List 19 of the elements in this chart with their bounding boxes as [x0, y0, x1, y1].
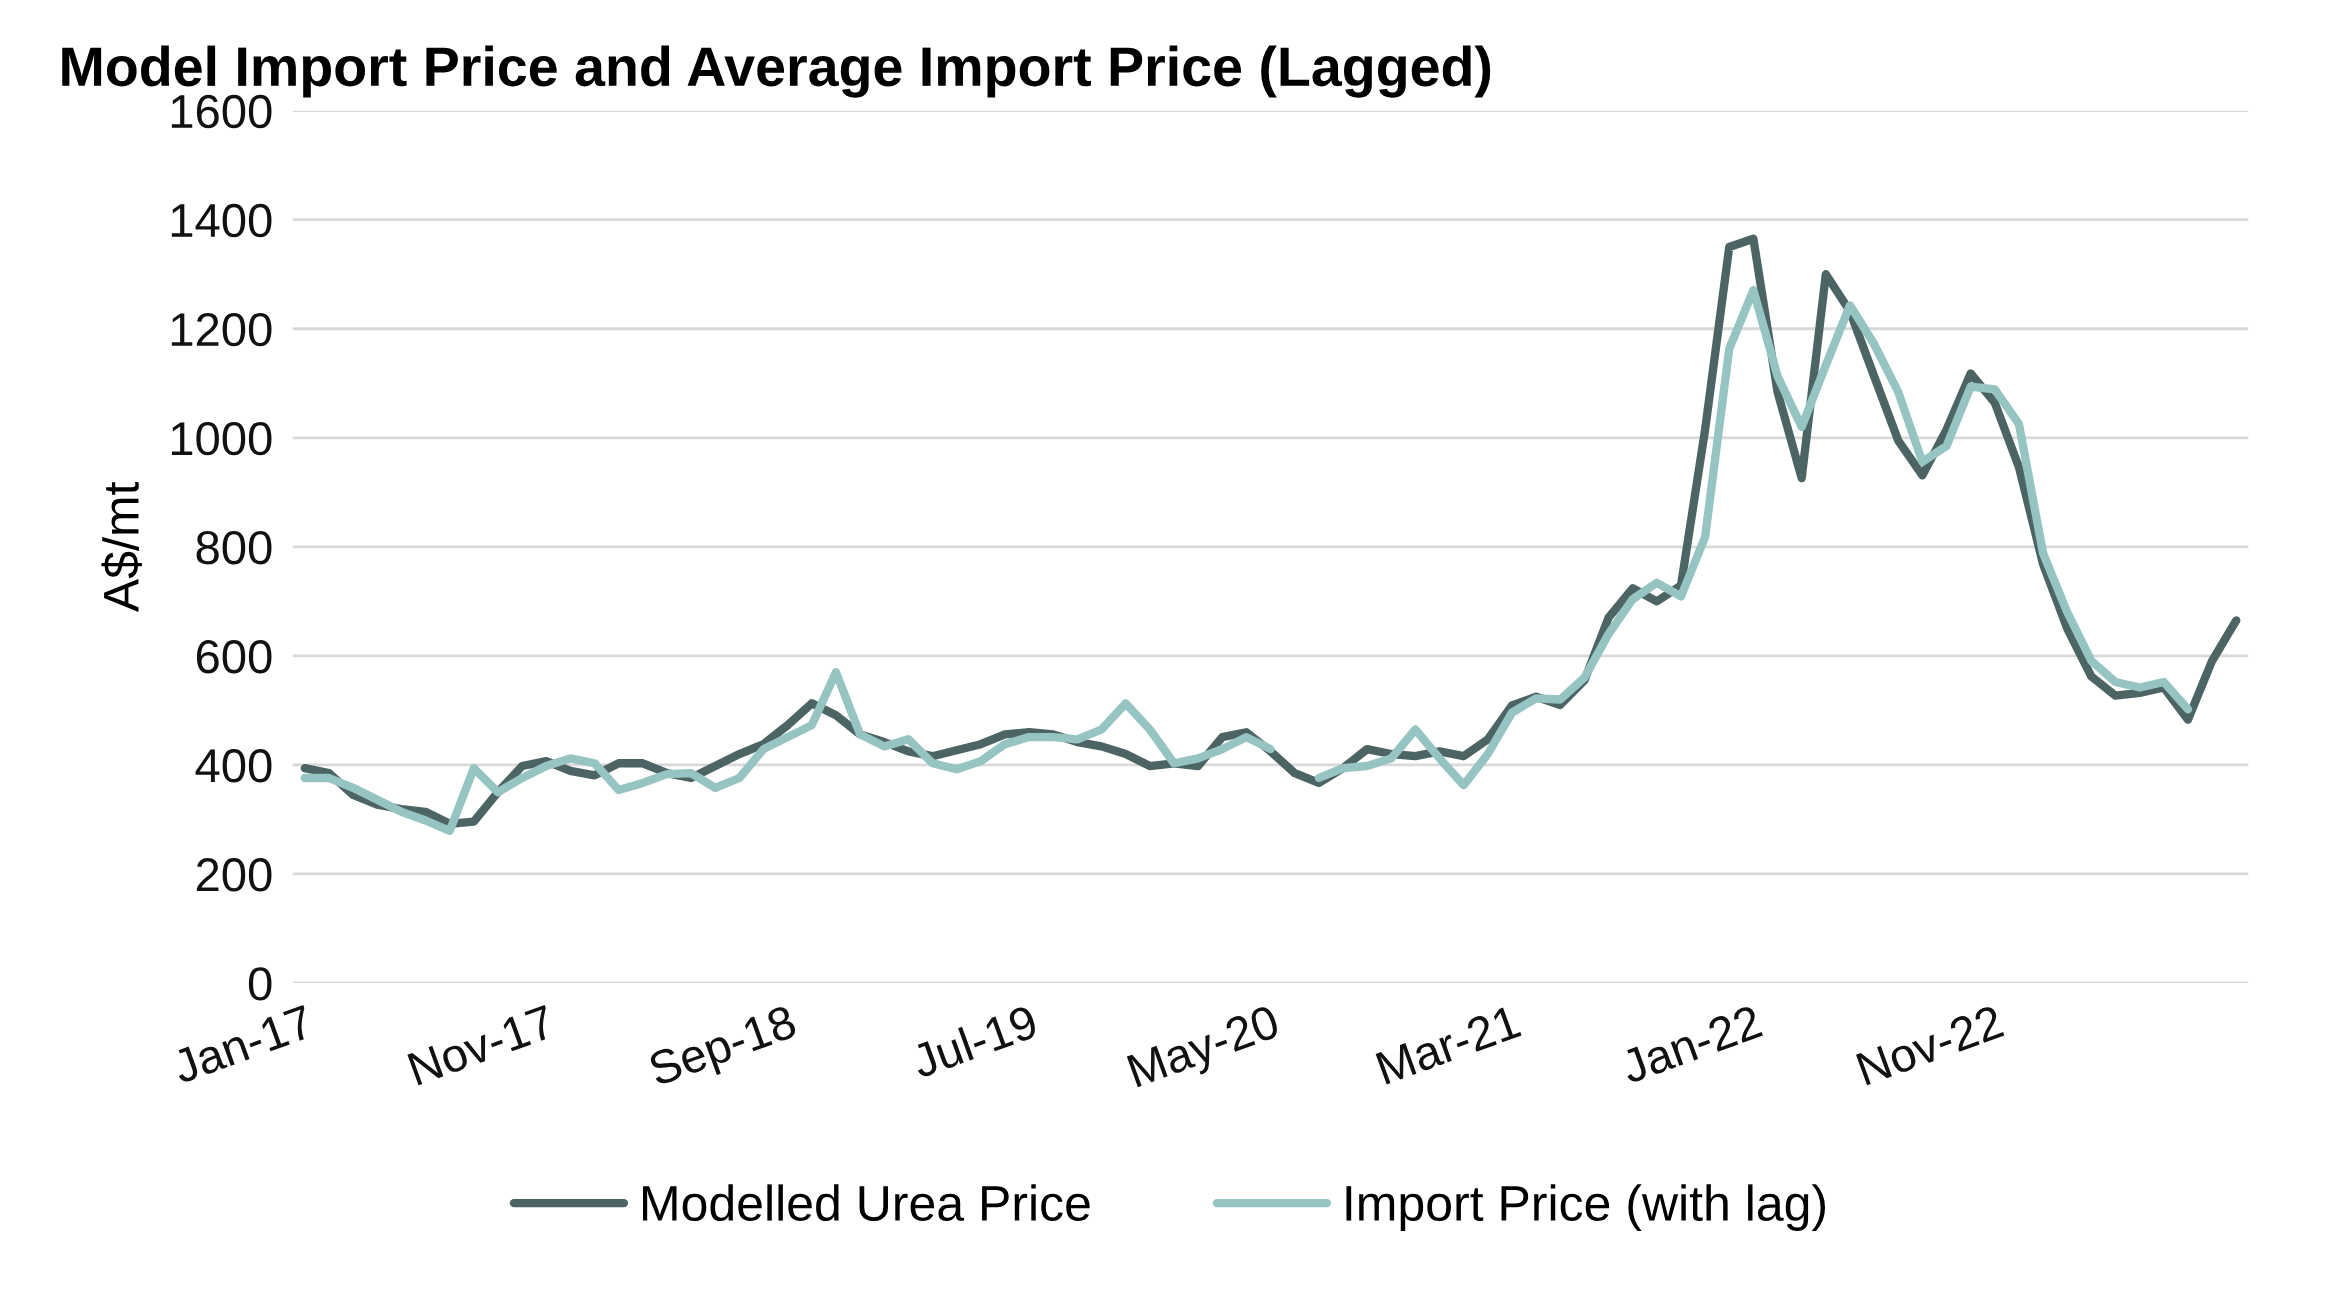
y-tick-label: 800 [196, 530, 272, 565]
y-tick-label: 600 [196, 640, 272, 674]
x-tick-label: May-20 [1126, 1004, 1284, 1097]
x-tick-label: Nov-17 [407, 1004, 556, 1086]
x-tick-label: Mar-21 [1375, 1004, 1522, 1085]
y-tick-label: 1200 [171, 312, 272, 347]
y-tick-label: 1000 [171, 421, 272, 456]
y-tick-label: 0 [248, 967, 272, 1001]
x-tick-label: Jan-17 [170, 1004, 315, 1085]
x-tick-label: Jan-22 [1618, 1004, 1764, 1085]
y-tick-label: 1400 [171, 203, 272, 238]
legend-label: Modelled Urea Price [643, 1184, 1090, 1222]
y-tick-label: 400 [195, 749, 272, 783]
y-axis-title: A$/mt [101, 481, 142, 613]
x-tick-label: Sep-18 [647, 1004, 801, 1096]
x-tick-label: Jul-19 [908, 1003, 1039, 1079]
x-tick-label: Nov-22 [1855, 1004, 2005, 1086]
legend-label: Import Price (with lag) [1346, 1184, 1825, 1231]
y-tick-label: 200 [196, 858, 272, 892]
